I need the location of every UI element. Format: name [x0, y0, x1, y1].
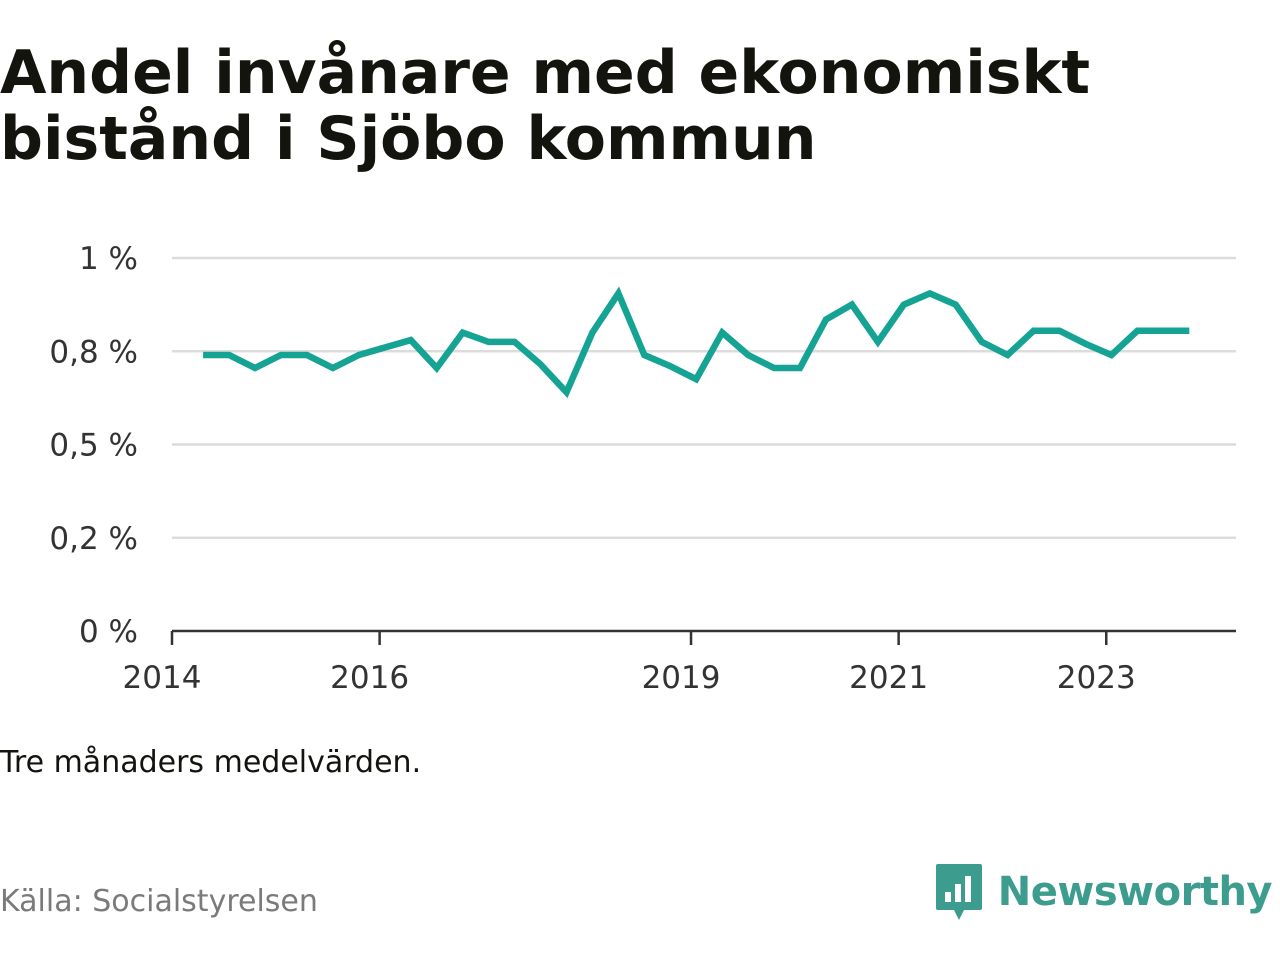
- brand-name: Newsworthy: [997, 869, 1273, 915]
- y-axis-labels: 0 % 0,2 % 0,5 % 0,8 % 1 %: [49, 241, 138, 650]
- x-tick-label: 2016: [330, 660, 409, 696]
- gridlines: [172, 256, 1236, 539]
- series-layer: [203, 286, 1190, 399]
- y-tick-label: 0,2 %: [49, 521, 138, 557]
- line-chart: 0 %0,2 %0,5 %0,8 %1 % 2014 2016 2019 2021 20…: [49, 241, 1236, 696]
- y-tick-label: 0,5 %: [49, 428, 138, 464]
- x-tick-label: 2021: [849, 660, 928, 696]
- source-credit: Källa: Socialstyrelsen: [0, 884, 318, 919]
- chart-title: Andel invånare med ekonomiskt bistånd i …: [0, 38, 1091, 174]
- x-tick-label: 2014: [123, 660, 202, 696]
- chart-note: Tre månaders medelvärden.: [0, 745, 422, 780]
- brand-logo: Newsworthy: [934, 862, 1273, 922]
- x-tick-label: 2023: [1057, 660, 1136, 696]
- series-line: [203, 286, 1190, 399]
- bar-chart-speech-bubble-icon: [935, 864, 982, 920]
- x-tick-label: 2019: [642, 660, 721, 696]
- y-tick-label: 1 %: [79, 241, 138, 277]
- y-tick-label: 0,8 %: [49, 334, 138, 370]
- y-tick-label: 0 %: [79, 614, 138, 650]
- x-axis: 2014 2016 2019 2021 2023: [123, 629, 1236, 696]
